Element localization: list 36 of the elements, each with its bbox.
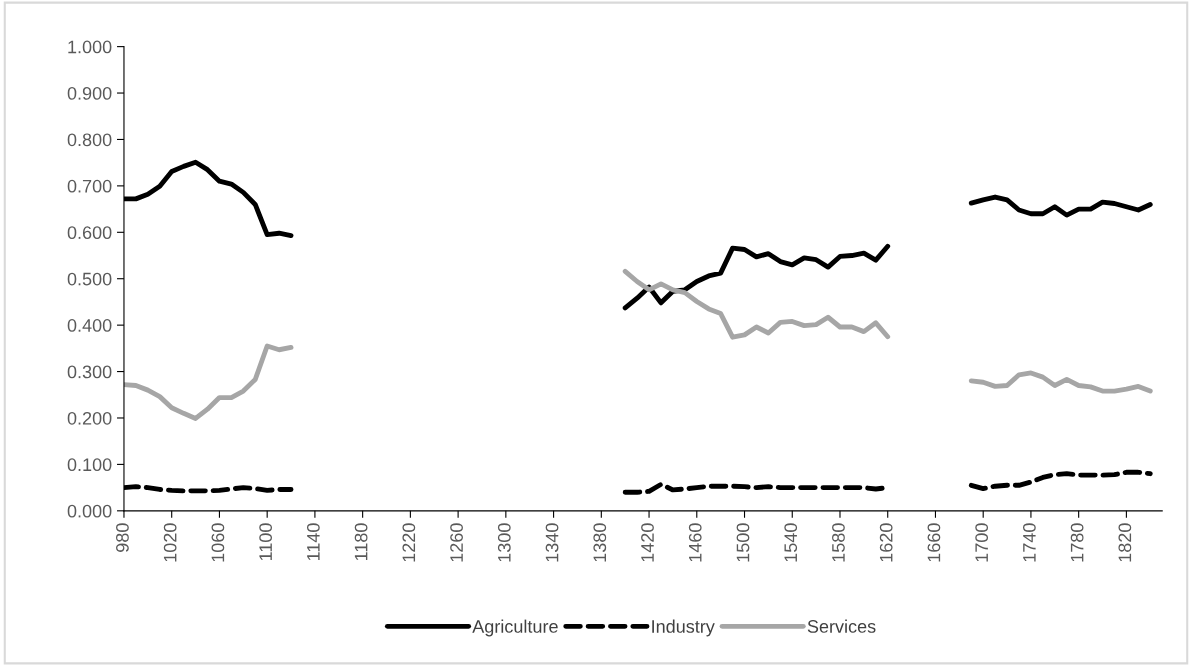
y-tick-label: 0.500 bbox=[67, 272, 112, 286]
x-tick-label: 1740 bbox=[1022, 523, 1036, 562]
x-tick-label: 1020 bbox=[163, 523, 177, 562]
legend-label: Industry bbox=[652, 619, 715, 637]
x-tick-label: 1820 bbox=[1118, 523, 1132, 562]
x-tick-label: 1380 bbox=[593, 523, 607, 562]
x-tick-label: 1780 bbox=[1070, 523, 1084, 562]
x-tick-label: 1180 bbox=[354, 523, 368, 561]
y-tick-label: 0.400 bbox=[67, 319, 112, 332]
legend-label: Agriculture bbox=[472, 619, 558, 637]
y-tick-label: 0.600 bbox=[67, 226, 112, 240]
x-tick-label: 1060 bbox=[211, 523, 225, 562]
y-tick-label: 0.800 bbox=[67, 133, 112, 147]
y-tick-label: 0.900 bbox=[67, 86, 112, 100]
y-tick-label: 0.300 bbox=[67, 365, 112, 379]
x-tick-label: 1500 bbox=[736, 523, 750, 562]
legend-label: Services bbox=[807, 619, 876, 633]
y-tick-label: 0.200 bbox=[67, 411, 112, 425]
x-tick-label: 1700 bbox=[975, 523, 989, 562]
x-tick-label: 1420 bbox=[641, 523, 654, 562]
x-tick-label: 1660 bbox=[927, 523, 941, 562]
x-tick-label: 1340 bbox=[545, 523, 559, 562]
x-tick-label: 1460 bbox=[688, 523, 702, 562]
x-tick-label: 1260 bbox=[450, 523, 463, 562]
x-tick-label: 1580 bbox=[832, 523, 845, 562]
x-tick-label: 1140 bbox=[306, 523, 320, 561]
y-tick-label: 0.700 bbox=[67, 179, 112, 193]
x-tick-label: 1540 bbox=[784, 523, 798, 562]
x-tick-label: 1300 bbox=[497, 523, 511, 562]
y-tick-label: 1.000 bbox=[68, 40, 112, 54]
y-tick-label: 0.100 bbox=[67, 458, 112, 472]
y-tick-label: 0.000 bbox=[67, 504, 112, 518]
x-tick-label: 1220 bbox=[402, 523, 416, 562]
x-tick-label: 1100 bbox=[259, 523, 273, 561]
x-tick-label: 980 bbox=[116, 523, 129, 552]
x-tick-label: 1620 bbox=[879, 523, 893, 562]
